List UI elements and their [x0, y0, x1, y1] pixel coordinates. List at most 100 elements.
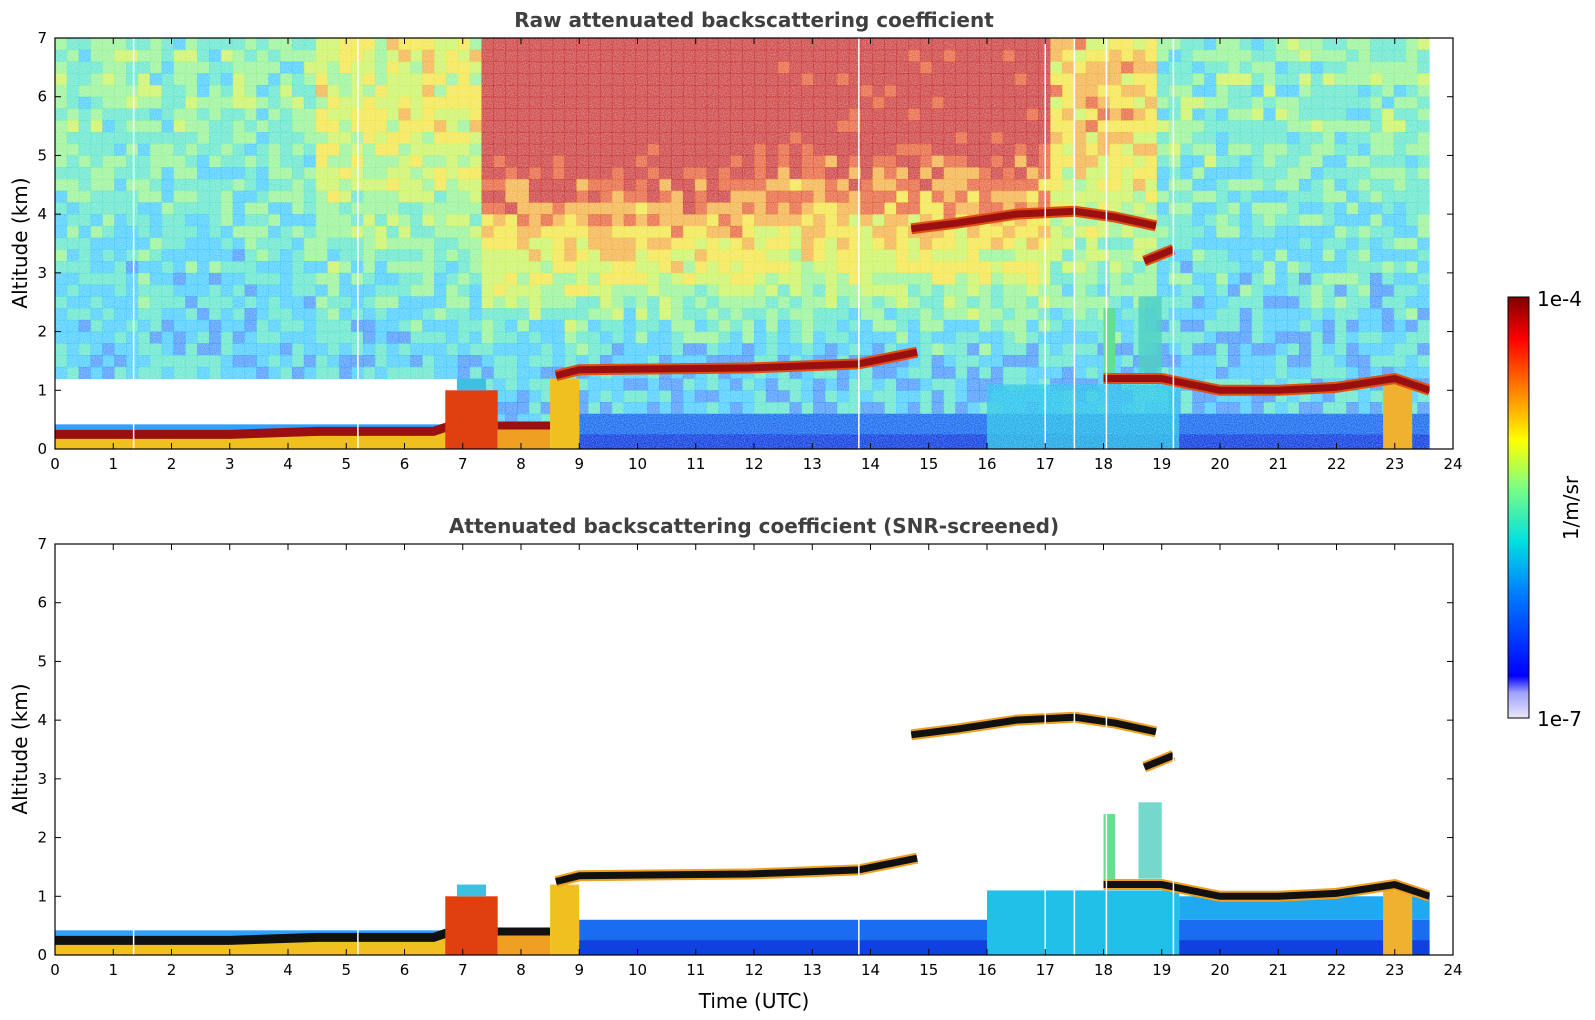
x-tick-label: 11 [686, 455, 705, 473]
convective-plume-top [456, 884, 487, 897]
x-tick-label: 19 [1152, 961, 1171, 979]
colorbar-unit-label: 1/m/sr [1559, 475, 1583, 540]
convective-plume [445, 390, 498, 449]
plume-vertical [1138, 802, 1162, 879]
cloud-layer [1142, 246, 1175, 265]
aerosol-plume [550, 378, 580, 449]
x-tick-label: 0 [50, 961, 60, 979]
x-tick-label: 4 [283, 455, 293, 473]
x-tick-label: 10 [628, 961, 647, 979]
no-data-region [1429, 38, 1453, 449]
x-tick-label: 4 [283, 961, 293, 979]
y-tick-label: 4 [37, 711, 47, 729]
y-tick-label: 7 [37, 29, 47, 47]
y-tick-label: 0 [37, 440, 47, 458]
y-tick-label: 5 [37, 652, 47, 670]
panel2-title: Attenuated backscattering coefficient (S… [449, 514, 1059, 538]
panel1-ylabel: Altitude (km) [8, 177, 32, 308]
panel1-features [55, 38, 1453, 449]
x-tick-label: 8 [516, 961, 526, 979]
x-tick-label: 3 [225, 455, 235, 473]
x-tick-label: 10 [628, 455, 647, 473]
x-tick-label: 18 [1094, 961, 1113, 979]
x-tick-label: 14 [861, 455, 880, 473]
y-tick-label: 6 [37, 594, 47, 612]
x-tick-label: 12 [744, 961, 763, 979]
boundary-layer-top [55, 421, 453, 439]
x-tick-label: 7 [458, 961, 468, 979]
cloud-layer [1103, 881, 1431, 900]
y-tick-label: 2 [37, 829, 47, 847]
x-tick-label: 19 [1152, 455, 1171, 473]
x-tick-label: 1 [108, 961, 118, 979]
x-tick-label: 9 [574, 455, 584, 473]
boundary-layer-edge [55, 930, 452, 938]
x-tick-label: 12 [744, 455, 763, 473]
boundary-layer-edge [55, 424, 452, 432]
aerosol-band-mid [987, 890, 1180, 955]
x-tick-label: 7 [458, 455, 468, 473]
colorbar-gradient [1507, 296, 1530, 719]
x-tick-label: 6 [400, 961, 410, 979]
panel2-xlabel: Time (UTC) [698, 989, 810, 1013]
x-tick-label: 15 [919, 961, 938, 979]
y-tick-label: 5 [37, 146, 47, 164]
convective-plume-top [456, 378, 487, 391]
late-plume [1383, 890, 1413, 955]
x-tick-label: 20 [1210, 455, 1229, 473]
x-tick-label: 18 [1094, 455, 1113, 473]
x-tick-label: 15 [919, 455, 938, 473]
x-tick-label: 24 [1443, 961, 1462, 979]
x-tick-label: 22 [1327, 455, 1346, 473]
y-tick-label: 6 [37, 88, 47, 106]
panel1-y-axis: 0 1 2 3 4 5 6 7 [37, 29, 1453, 458]
plume-vertical [1103, 308, 1116, 379]
x-tick-label: 22 [1327, 961, 1346, 979]
colorbar-min-label: 1e-7 [1537, 707, 1582, 731]
aerosol-plume [550, 884, 580, 955]
colorbar-max-label: 1e-4 [1537, 287, 1582, 311]
convective-plume [445, 896, 498, 955]
x-tick-label: 16 [977, 455, 996, 473]
x-tick-label: 6 [400, 455, 410, 473]
y-tick-label: 3 [37, 264, 47, 282]
panel1-speckle [55, 38, 1453, 449]
x-tick-label: 3 [225, 961, 235, 979]
x-tick-label: 17 [1036, 961, 1055, 979]
y-tick-label: 1 [37, 887, 47, 905]
cloud-layer [1142, 752, 1175, 771]
y-tick-label: 3 [37, 770, 47, 788]
cloud-layer [555, 854, 918, 886]
y-tick-label: 2 [37, 323, 47, 341]
x-tick-label: 23 [1385, 455, 1404, 473]
x-tick-label: 5 [341, 961, 351, 979]
x-tick-label: 8 [516, 455, 526, 473]
late-plume [1383, 384, 1413, 449]
x-tick-label: 2 [167, 961, 177, 979]
plume-vertical [1103, 814, 1116, 885]
cloud-layer [555, 348, 918, 380]
x-tick-label: 21 [1269, 455, 1288, 473]
panel2-y-axis: 0 1 2 3 4 5 6 7 [37, 535, 1453, 964]
x-tick-label: 23 [1385, 961, 1404, 979]
snr-screened-panel: Attenuated backscattering coefficient (S… [8, 514, 1463, 1013]
y-tick-label: 4 [37, 205, 47, 223]
x-tick-label: 21 [1269, 961, 1288, 979]
x-tick-label: 17 [1036, 455, 1055, 473]
x-tick-label: 9 [574, 961, 584, 979]
aerosol-band-late [1179, 896, 1430, 920]
x-tick-label: 0 [50, 455, 60, 473]
x-tick-label: 20 [1210, 961, 1229, 979]
cloud-layer [1103, 375, 1431, 394]
x-tick-label: 16 [977, 961, 996, 979]
y-tick-label: 7 [37, 535, 47, 553]
y-tick-label: 0 [37, 946, 47, 964]
colorbar: 1e-4 1e-7 1/m/sr [1507, 287, 1583, 731]
panel1-x-axis: 0 1 2 3 4 5 6 7 8 9 10 11 12 13 14 15 16 17 18 19 20 21 22 23 24 [50, 38, 1463, 473]
panel2-features [55, 544, 1453, 955]
panel1-title: Raw attenuated backscattering coefficien… [514, 8, 994, 32]
x-tick-label: 2 [167, 455, 177, 473]
plume-vertical [1138, 296, 1162, 373]
raw-backscatter-panel: Raw attenuated backscattering coefficien… [8, 8, 1463, 473]
